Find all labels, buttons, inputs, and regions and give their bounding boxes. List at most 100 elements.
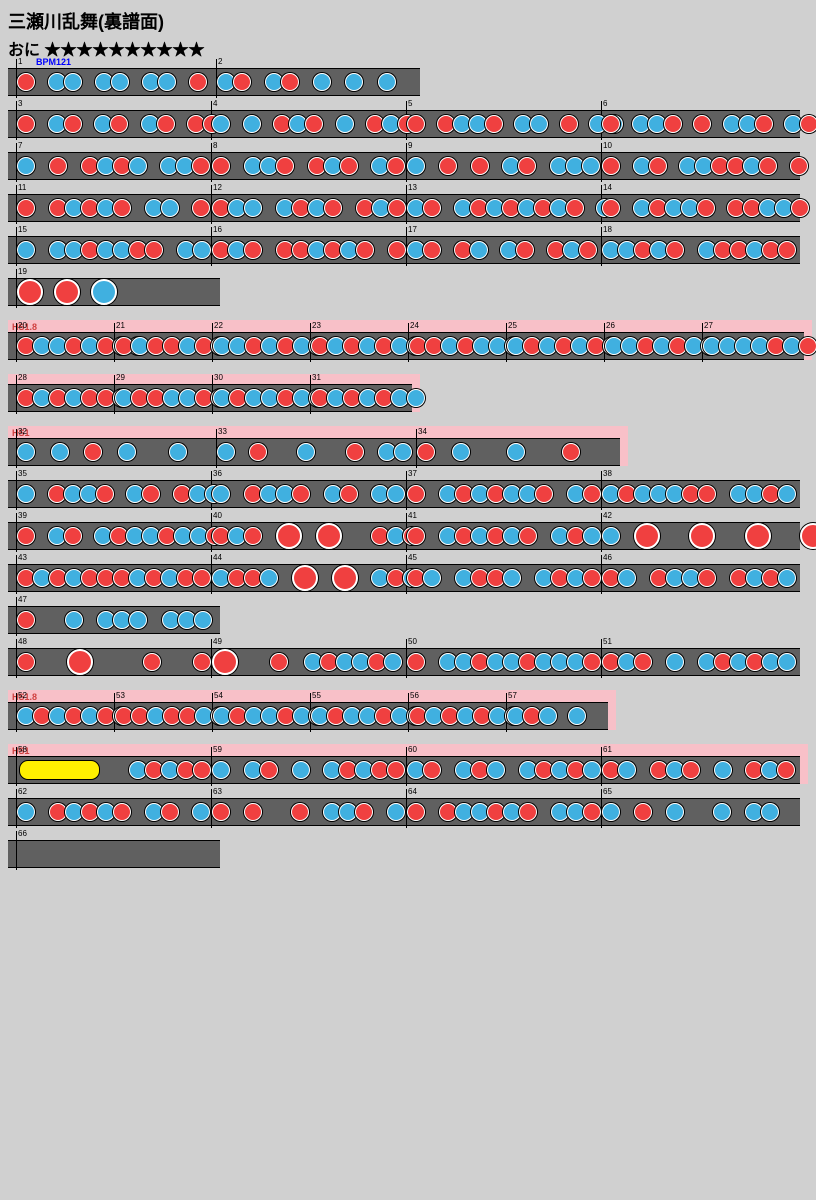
measure: 20 — [16, 333, 114, 359]
don-note — [777, 761, 795, 779]
don-note — [560, 115, 578, 133]
measure: 39 — [16, 523, 211, 549]
don-note — [519, 527, 537, 545]
don-note — [54, 279, 80, 305]
don-note — [157, 115, 175, 133]
measure-number: 45 — [408, 553, 417, 562]
note-lane: 66 — [8, 840, 220, 868]
measure-number: 23 — [312, 321, 321, 330]
measure-number: 42 — [603, 511, 612, 520]
measure-number: 21 — [116, 321, 125, 330]
ka-note — [535, 569, 553, 587]
measure-number: 6 — [603, 99, 607, 108]
ka-note — [761, 803, 779, 821]
measure: 43 — [16, 565, 211, 591]
measure-number: 15 — [18, 225, 27, 234]
measure: 45 — [406, 565, 601, 591]
measure-number: 18 — [603, 225, 612, 234]
note-lane: 35363738 — [8, 480, 800, 508]
don-note — [193, 569, 211, 587]
measure: 66 — [16, 841, 216, 867]
measure: 51 — [601, 649, 796, 675]
measure: 33 — [216, 439, 416, 465]
ka-note — [17, 443, 35, 461]
don-note — [583, 653, 601, 671]
chart-row: 35363738 — [8, 480, 808, 508]
don-note — [113, 803, 131, 821]
don-note — [485, 115, 503, 133]
measure-number: 28 — [18, 373, 27, 382]
measure-number: 56 — [410, 691, 419, 700]
ka-note — [378, 73, 396, 91]
measure: 17 — [406, 237, 601, 263]
measure: 30 — [212, 385, 310, 411]
don-note — [64, 527, 82, 545]
don-note — [346, 443, 364, 461]
chart-body: BPM12112345678910111213141516171819HS1.8… — [8, 68, 808, 868]
don-note — [320, 653, 338, 671]
don-note — [192, 157, 210, 175]
chart-row: 19 — [8, 278, 808, 306]
note-lane: 11121314 — [8, 194, 800, 222]
don-note — [387, 157, 405, 175]
note-lane: 43444546 — [8, 564, 800, 592]
measure-number: 8 — [213, 141, 217, 150]
measure-number: 48 — [18, 637, 27, 646]
measure-number: 20 — [18, 321, 27, 330]
measure-number: 36 — [213, 469, 222, 478]
don-note — [48, 485, 66, 503]
chart-row: 62636465 — [8, 798, 808, 826]
don-note — [17, 653, 35, 671]
note-lane: 3456 — [8, 110, 800, 138]
ka-note — [469, 115, 487, 133]
don-note — [567, 527, 585, 545]
don-note — [470, 199, 488, 217]
ka-note — [602, 527, 620, 545]
measure-number: 49 — [213, 637, 222, 646]
ka-note — [618, 569, 636, 587]
don-note — [547, 241, 565, 259]
chart-row: HS1.8525354555657 — [8, 690, 808, 730]
ka-note — [666, 803, 684, 821]
ka-note — [778, 653, 796, 671]
ka-note — [407, 157, 425, 175]
chart-row: 48495051 — [8, 648, 808, 676]
measure-number: 37 — [408, 469, 417, 478]
don-note — [423, 241, 441, 259]
don-note — [407, 115, 425, 133]
don-note — [423, 199, 441, 217]
measure: 61 — [601, 757, 796, 783]
chart-row: HS1323334 — [8, 426, 808, 466]
chart-row: 11121314 — [8, 194, 808, 222]
don-note — [439, 157, 457, 175]
measure: 24 — [408, 333, 506, 359]
ka-note — [80, 485, 98, 503]
don-note — [84, 443, 102, 461]
don-note — [110, 115, 128, 133]
don-note — [244, 241, 262, 259]
chart-row: HS1.82021222324252627 — [8, 320, 808, 360]
ka-note — [17, 485, 35, 503]
ka-note — [65, 611, 83, 629]
ka-note — [141, 115, 159, 133]
ka-note — [648, 115, 666, 133]
don-note — [388, 199, 406, 217]
ka-note — [407, 389, 425, 407]
don-note — [276, 157, 294, 175]
ka-note — [243, 115, 261, 133]
don-note — [502, 199, 520, 217]
don-note — [388, 241, 406, 259]
ka-note — [162, 611, 180, 629]
ka-note — [739, 115, 757, 133]
ka-note — [304, 653, 322, 671]
difficulty-row: おに ★★★★★★★★★★ — [8, 36, 808, 60]
measure-number: 58 — [18, 745, 27, 754]
measure: 35 — [16, 481, 211, 507]
measure: 6 — [601, 111, 796, 137]
don-note — [387, 761, 405, 779]
don-note — [292, 485, 310, 503]
note-lane: 39404142 — [8, 522, 800, 550]
ka-note — [486, 199, 504, 217]
measure-number: 27 — [704, 321, 713, 330]
ka-note — [567, 485, 585, 503]
